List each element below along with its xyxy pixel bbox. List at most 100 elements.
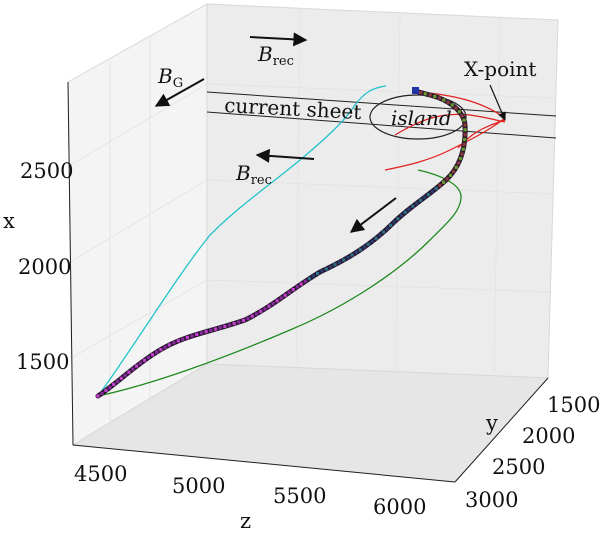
z-tick-label: 6000 [373,495,426,519]
trajectory-marker [462,118,466,122]
trajectory-marker [451,169,456,174]
trajectory-marker [456,161,461,165]
motion-arrow [349,197,397,233]
trajectory-marker [185,335,189,340]
trajectory-marker [138,361,143,365]
trajectory-marker [232,321,236,326]
xpoint-field-lines [384,91,506,171]
trajectory-marker [419,198,423,202]
trajectory-marker [442,98,446,102]
trajectory-markers [96,89,467,398]
trajectory-marker [271,302,275,306]
trajectory-marker [362,245,366,249]
trajectory-marker [96,394,100,398]
trajectory-marker [279,296,283,300]
trajectory-marker [385,227,389,231]
trajectory-marker [142,358,146,362]
trajectory-marker [259,309,263,313]
trajectory-marker [299,282,303,286]
trajectory-marker [295,285,299,289]
trajectory-marker [291,288,295,292]
trajectory-marker [389,223,393,227]
trajectory-marker [204,330,208,334]
y-axis-line [454,377,549,483]
trajectory-marker [438,183,442,187]
z-tick-label: 4500 [74,462,127,486]
trajectory-marker [460,152,464,156]
trajectory-marker [366,242,370,246]
trajectory-marker [218,326,222,330]
trajectory-marker [419,91,423,95]
trajectory-marker [422,195,427,199]
trajectory-marker [457,110,461,114]
grid [68,7,557,463]
trajectory-marker [227,323,232,327]
floor-projection-line [97,169,462,397]
trajectory-marker [354,250,358,255]
trajectory-marker [123,373,127,377]
y-axis-label: y [485,411,498,435]
trajectory-marker [131,367,135,371]
trajectory-marker [190,334,194,338]
trajectory-marker [428,93,432,97]
trajectory-marker [283,293,287,297]
trajectory-marker [403,210,407,214]
x-tick-label: 1500 [16,350,69,374]
trajectory-marker [237,320,241,324]
trajectory-marker [213,327,218,331]
b-g-arrow [154,78,205,107]
trajectory-marker [115,379,120,383]
trajectory-marker [445,177,449,181]
trajectory-marker [434,186,438,191]
trajectory-marker [463,138,467,142]
trajectory-marker [100,391,104,395]
current-sheet-line-top [206,91,557,117]
trajectory-marker [463,133,467,137]
trajectory-marker [275,299,279,303]
trajectory-marker [316,271,320,276]
trajectory-marker [199,331,203,335]
x-axis-line [67,81,74,446]
trajectory-marker [342,258,346,262]
trajectory-marker [303,279,307,283]
trajectory-marker [108,385,112,389]
trajectory-marker [267,304,271,308]
trajectory-marker [454,106,458,110]
trajectory-marker [159,348,163,352]
trajectory-marker [329,265,333,269]
trajectory-marker [462,142,466,146]
trajectory-marker [411,204,415,208]
trajectory-marker [442,180,446,184]
trajectory-marker [461,147,465,151]
trajectory-marker [287,290,291,294]
wall-projection-line [97,85,387,397]
trajectory-marker [399,213,403,217]
trajectory-marker [423,92,427,96]
y-tick-label: 2500 [492,455,545,479]
trajectory-marker [311,274,315,278]
trajectory-marker [378,233,382,237]
trajectory-marker [146,355,150,360]
trajectory-marker [324,267,328,271]
trajectory-marker [392,220,396,224]
trajectory-marker [370,239,374,243]
trajectory-marker [437,96,441,100]
x-tick-label: 2500 [20,159,73,183]
trajectory-marker [104,388,108,392]
trajectory-marker [358,248,362,252]
trajectory-marker [163,345,167,349]
island-label: island [391,106,452,130]
trajectory-marker [320,269,324,273]
trajectory-marker [448,173,453,177]
b-rec-mid-arrow [255,148,315,163]
trajectory-marker [337,260,341,264]
x-tick-label: 2000 [18,255,71,279]
trajectory-marker [446,100,450,104]
y-tick-label: 1500 [547,393,600,417]
z-tick-label: 5000 [172,474,225,498]
trajectory-marker [350,253,354,257]
z-tick-label: 5500 [273,484,326,508]
trajectory-marker [454,165,458,169]
trajectory-marker [307,277,311,281]
